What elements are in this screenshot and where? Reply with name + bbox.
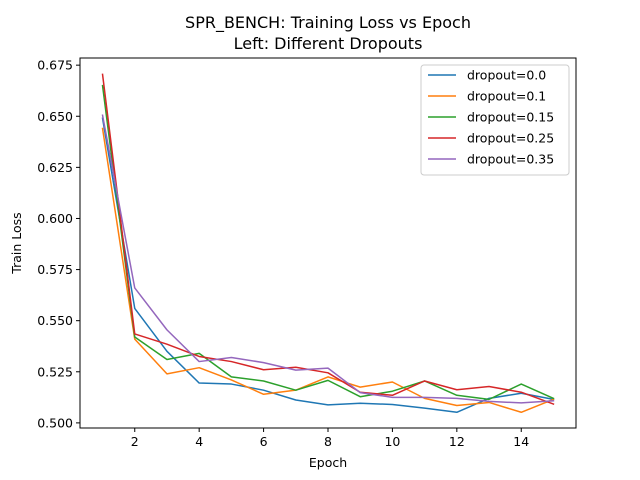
x-axis-label: Epoch bbox=[309, 455, 347, 470]
y-tick-label-7: 0.675 bbox=[37, 58, 73, 73]
y-tick-label-0: 0.500 bbox=[37, 415, 73, 430]
x-axis-ticks: 2 4 6 8 10 12 14 bbox=[131, 428, 529, 449]
y-tick-label-5: 0.625 bbox=[37, 160, 73, 175]
x-tick-label-4: 10 bbox=[384, 434, 400, 449]
x-tick-label-5: 12 bbox=[449, 434, 465, 449]
plot-lines bbox=[101, 73, 555, 414]
y-tick-label-3: 0.575 bbox=[37, 262, 73, 277]
legend-label-0: dropout=0.0 bbox=[467, 68, 546, 83]
legend-box bbox=[420, 64, 570, 176]
series-line-4 bbox=[101, 114, 555, 404]
legend-label-4: dropout=0.35 bbox=[467, 152, 554, 167]
legend-label-2: dropout=0.15 bbox=[467, 110, 554, 125]
y-tick-label-4: 0.600 bbox=[37, 211, 73, 226]
y-tick-label-6: 0.650 bbox=[37, 109, 73, 124]
legend: dropout=0.0 dropout=0.1 dropout=0.15 dropou… bbox=[420, 64, 570, 176]
y-axis-label: Train Loss bbox=[9, 212, 24, 274]
y-axis-ticks: 0.500 0.525 0.550 0.575 0.600 0.625 0.650 0.675 bbox=[37, 58, 80, 430]
series-line-1 bbox=[101, 127, 555, 414]
x-tick-label-0: 2 bbox=[131, 434, 139, 449]
chart-title-line-2: Left: Different Dropouts bbox=[234, 34, 423, 53]
y-tick-label-1: 0.525 bbox=[37, 364, 73, 379]
series-line-3 bbox=[101, 73, 555, 406]
plot-area-frame bbox=[79, 57, 577, 429]
legend-label-1: dropout=0.1 bbox=[467, 89, 546, 104]
series-line-2 bbox=[101, 84, 555, 401]
x-tick-label-6: 14 bbox=[513, 434, 529, 449]
chart-title-line-1: SPR_BENCH: Training Loss vs Epoch bbox=[185, 13, 471, 33]
x-tick-label-3: 8 bbox=[324, 434, 332, 449]
legend-label-3: dropout=0.25 bbox=[467, 131, 554, 146]
x-tick-label-1: 4 bbox=[195, 434, 203, 449]
x-tick-label-2: 6 bbox=[260, 434, 268, 449]
y-tick-label-2: 0.550 bbox=[37, 313, 73, 328]
